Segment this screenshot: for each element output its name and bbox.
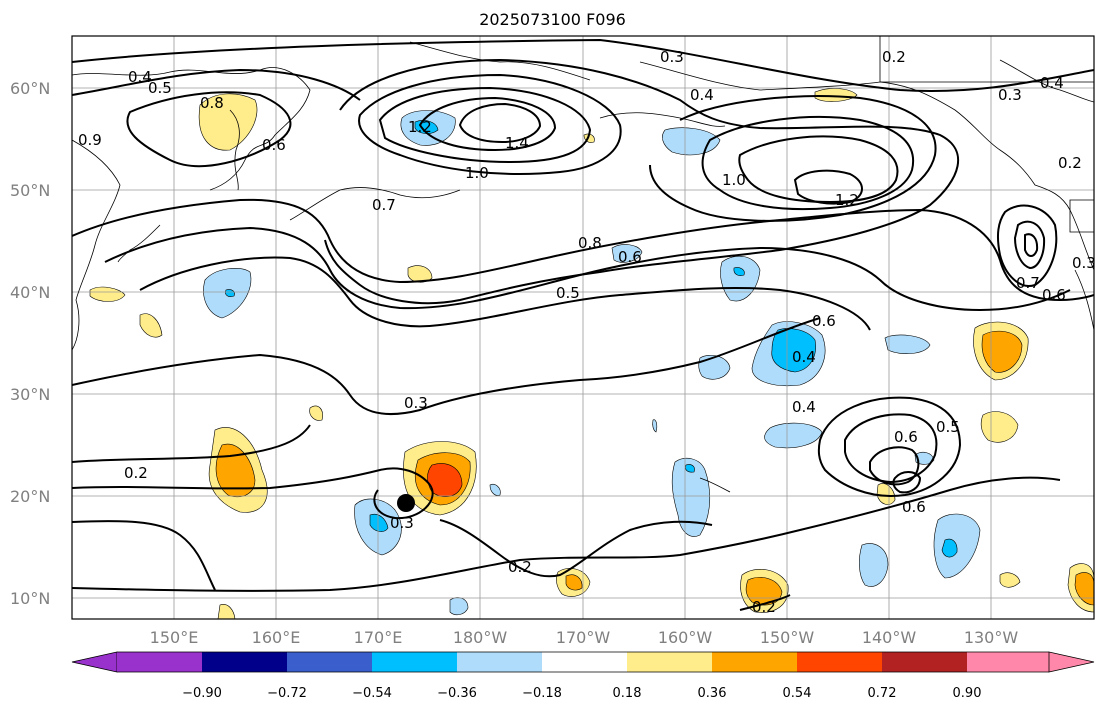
storm-center-marker[interactable] bbox=[397, 494, 415, 512]
contour-label: 1.2 bbox=[408, 118, 432, 136]
contour-label: 1.0 bbox=[722, 171, 746, 189]
colorbar-swatch bbox=[287, 652, 372, 672]
colorbar-tick-label: 0.90 bbox=[953, 686, 982, 701]
map-title: 2025073100 F096 bbox=[479, 10, 626, 29]
contour-label: 0.2 bbox=[882, 48, 906, 66]
contour-label: 0.2 bbox=[508, 558, 532, 576]
latitude-labels: 60°N 50°N 40°N 30°N 20°N 10°N bbox=[10, 79, 50, 608]
colorbar-tick-label: 0.54 bbox=[783, 686, 812, 701]
coastlines bbox=[72, 36, 1094, 493]
colorbar-swatch bbox=[202, 652, 287, 672]
colorbar: −0.90 −0.72 −0.54 −0.36 −0.18 0.18 0.36 … bbox=[71, 651, 1095, 701]
contour-label: 0.8 bbox=[200, 94, 224, 112]
lon-label: 150°E bbox=[150, 628, 199, 647]
lat-label: 20°N bbox=[10, 487, 50, 506]
lon-label: 150°W bbox=[760, 628, 815, 647]
lat-label: 60°N bbox=[10, 79, 50, 98]
contour-label: 0.4 bbox=[690, 86, 714, 104]
contour-label: 0.2 bbox=[1058, 154, 1082, 172]
contour-label: 0.4 bbox=[792, 348, 816, 366]
contour-label: 0.4 bbox=[1040, 74, 1064, 92]
colorbar-tick-label: 0.18 bbox=[613, 686, 642, 701]
contour-label: 1.0 bbox=[465, 164, 489, 182]
contour-label: 0.6 bbox=[618, 248, 642, 266]
lon-label: 140°W bbox=[862, 628, 917, 647]
contour-label: 0.6 bbox=[894, 428, 918, 446]
contour-label: 0.2 bbox=[752, 598, 776, 616]
contour-label: 1.4 bbox=[505, 134, 529, 152]
contour-label: 0.7 bbox=[1016, 274, 1040, 292]
lat-label: 40°N bbox=[10, 283, 50, 302]
shaded-anomalies bbox=[89, 88, 1094, 619]
colorbar-swatch bbox=[457, 652, 542, 672]
contour-label: 0.9 bbox=[78, 131, 102, 149]
lat-label: 30°N bbox=[10, 385, 50, 404]
colorbar-swatch bbox=[117, 652, 202, 672]
colorbar-tick-label: −0.18 bbox=[522, 686, 562, 701]
longitude-labels: 150°E 160°E 170°E 180°W 170°W 160°W 150°… bbox=[150, 628, 1019, 647]
lon-label: 160°E bbox=[252, 628, 301, 647]
lon-label: 170°W bbox=[556, 628, 611, 647]
colorbar-swatch bbox=[797, 652, 882, 672]
contour-label: 0.6 bbox=[812, 312, 836, 330]
contour-label: 0.3 bbox=[390, 514, 414, 532]
contour-label: 0.5 bbox=[556, 284, 580, 302]
colorbar-tick-label: 0.72 bbox=[868, 686, 897, 701]
lat-label: 50°N bbox=[10, 181, 50, 200]
lat-label: 10°N bbox=[10, 589, 50, 608]
contour-label: 0.3 bbox=[404, 394, 428, 412]
contour-label: 0.4 bbox=[792, 398, 816, 416]
colorbar-tick-label: −0.72 bbox=[267, 686, 307, 701]
colorbar-tick-label: −0.36 bbox=[437, 686, 477, 701]
colorbar-swatch bbox=[542, 652, 627, 672]
lon-label: 170°E bbox=[354, 628, 403, 647]
map-border bbox=[71, 35, 1095, 620]
contour-lines bbox=[72, 38, 1094, 611]
contour-label: 0.6 bbox=[902, 498, 926, 516]
contour-label-group: 0.4 0.5 0.8 0.6 0.9 1.2 1.4 1.0 0.7 0.3 … bbox=[78, 48, 1096, 616]
lon-label: 130°W bbox=[964, 628, 1019, 647]
contour-label: 0.3 bbox=[1072, 254, 1096, 272]
colorbar-swatch bbox=[967, 652, 1049, 672]
contour-label: 0.5 bbox=[936, 418, 960, 436]
contour-label: 0.7 bbox=[372, 196, 396, 214]
colorbar-swatch bbox=[627, 652, 712, 672]
colorbar-swatch bbox=[712, 652, 797, 672]
colorbar-extend-low bbox=[71, 651, 118, 673]
contour-label: 0.5 bbox=[148, 79, 172, 97]
colorbar-tick-labels: −0.90 −0.72 −0.54 −0.36 −0.18 0.18 0.36 … bbox=[182, 686, 981, 701]
contour-label: 0.3 bbox=[998, 86, 1022, 104]
contour-label: 0.8 bbox=[578, 234, 602, 252]
colorbar-tick-label: −0.54 bbox=[352, 686, 392, 701]
contour-label: 0.6 bbox=[1042, 286, 1066, 304]
colorbar-tick-label: −0.90 bbox=[182, 686, 222, 701]
contour-label: 0.6 bbox=[262, 136, 286, 154]
lon-label: 160°W bbox=[658, 628, 713, 647]
contour-label: 0.4 bbox=[128, 68, 152, 86]
colorbar-swatch bbox=[882, 652, 967, 672]
contour-label: 0.3 bbox=[660, 48, 684, 66]
colorbar-tick-label: 0.36 bbox=[698, 686, 727, 701]
contour-label: 0.2 bbox=[124, 464, 148, 482]
colorbar-extend-high bbox=[1048, 651, 1095, 673]
contour-label: 1.2 bbox=[835, 191, 859, 209]
colorbar-swatch bbox=[372, 652, 457, 672]
lon-label: 180°W bbox=[453, 628, 508, 647]
